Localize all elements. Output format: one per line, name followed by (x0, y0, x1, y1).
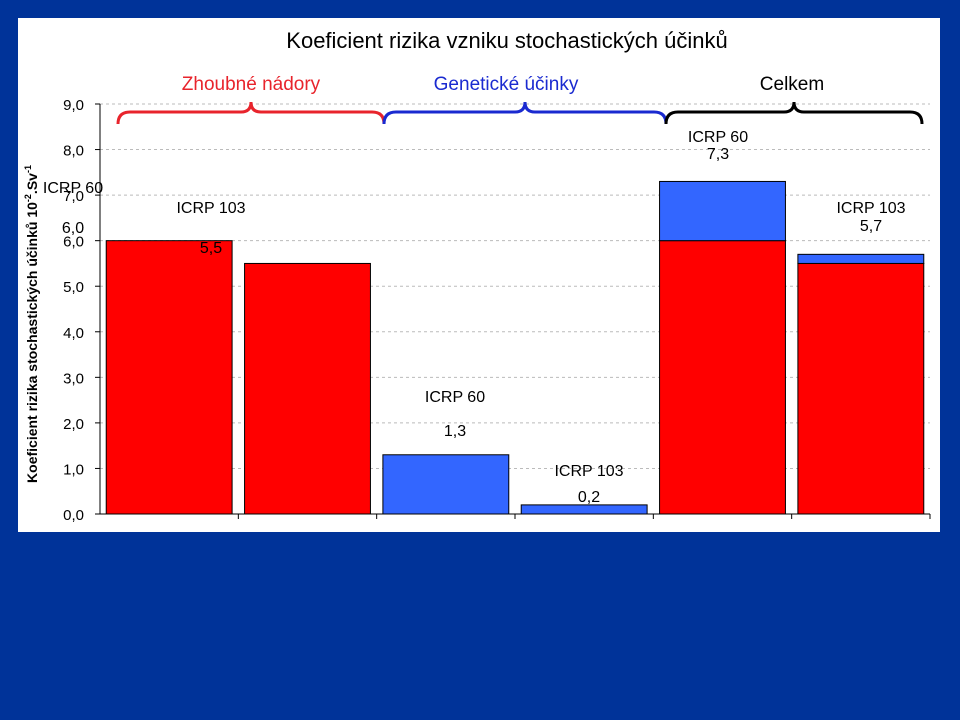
bar-segment (797, 253, 925, 264)
bar-name-label: ICRP 60 (688, 129, 748, 146)
group-label: Genetické účinky (434, 74, 579, 95)
y-axis-label: Koeficient rizika stochastických účinků … (23, 165, 40, 483)
bar-value-label: 5,5 (200, 240, 222, 257)
chart-panel: Koeficient rizika vzniku stochastických … (18, 18, 940, 532)
bar-name-label: ICRP 103 (176, 200, 245, 217)
bar-segment (105, 240, 233, 515)
y-tick-label: 1,0 (63, 461, 84, 478)
group-label: Celkem (760, 74, 824, 95)
bar-value-label: 5,7 (860, 218, 882, 235)
y-tick-label: 4,0 (63, 325, 84, 342)
bar-segment (244, 262, 371, 515)
y-tick-label: 0,0 (63, 507, 84, 524)
group-label: Zhoubné nádory (182, 74, 321, 95)
y-tick-label: 5,0 (63, 279, 84, 296)
y-axis-label-unit: .Sv (24, 173, 40, 194)
bar-segment (659, 240, 786, 515)
group-brace (382, 101, 668, 125)
y-axis-label-exp1: -2 (23, 194, 33, 202)
y-tick-label: 3,0 (63, 370, 84, 387)
bar-value-label: 1,3 (444, 423, 466, 440)
y-axis-label-main: Koeficient rizika stochastických účinků … (24, 202, 40, 483)
chart-svg: Koeficient rizika vzniku stochastických … (23, 28, 931, 524)
bar-segment (659, 180, 786, 242)
y-tick-label: 6,0 (63, 234, 84, 251)
y-tick-label: 8,0 (63, 143, 84, 160)
bar-value-label: 0,2 (578, 489, 600, 506)
bar-value-label: 6,0 (62, 220, 84, 237)
group-brace (116, 101, 386, 125)
bar-name-label: ICRP 60 (43, 180, 103, 197)
chart-title: Koeficient rizika vzniku stochastických … (286, 28, 727, 53)
grid-layer: 0,0 1,0 2,0 3,0 4,0 5,0 6,0 7,0 8,0 9,0 (63, 97, 931, 524)
bar-segment (797, 262, 925, 515)
y-tick-label: 9,0 (63, 97, 84, 114)
group-brace (664, 101, 924, 125)
brace-layer: Zhoubné nádory Genetické účinky Celkem (116, 74, 924, 125)
y-tick-label: 2,0 (63, 416, 84, 433)
bar-name-label: ICRP 60 (425, 389, 485, 406)
bar-value-label: 7,3 (707, 146, 729, 163)
bar-layer (105, 180, 925, 515)
label-layer: ICRP 60 6,0 ICRP 103 5,5 ICRP 60 1,3 ICRP 103 0… (43, 129, 906, 506)
bar-name-label: ICRP 103 (554, 463, 623, 480)
bar-name-label: ICRP 103 (836, 200, 905, 217)
y-axis-label-exp2: -1 (23, 165, 33, 173)
bar-segment (520, 504, 648, 515)
y-tick-label: 7,0 (63, 188, 84, 205)
bar-segment (382, 454, 510, 515)
